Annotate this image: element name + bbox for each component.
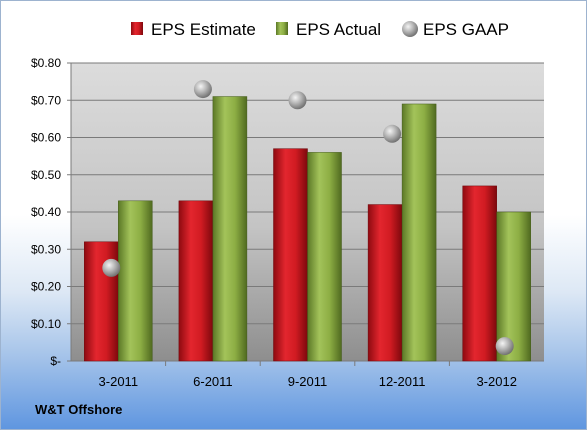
legend-swatch [402, 21, 418, 37]
marker-eps-gaap [288, 91, 307, 110]
y-tick-label: $0.20 [31, 280, 61, 294]
y-tick-label: $0.60 [31, 131, 61, 145]
bar-eps-actual [496, 211, 531, 362]
bar-eps-actual [212, 96, 248, 362]
legend-label: EPS Estimate [151, 20, 256, 39]
company-name: W&T Offshore [35, 402, 123, 417]
bar-eps-estimate [462, 185, 497, 362]
y-tick-label: $0.80 [31, 56, 61, 70]
x-tick-label: 3-2011 [99, 374, 139, 389]
x-tick-label: 12-2011 [379, 374, 426, 389]
y-tick-label: $0.10 [31, 317, 61, 331]
legend: EPS Estimate EPS Actual EPS GAAP [131, 20, 509, 39]
bar-eps-estimate [273, 148, 308, 362]
y-tick-label: $0.30 [31, 242, 61, 256]
y-tick-label: $0.40 [31, 205, 61, 219]
legend-label: EPS Actual [296, 20, 381, 39]
marker-eps-gaap [102, 258, 121, 277]
bar-eps-estimate [367, 204, 403, 362]
bar-eps-estimate [178, 200, 214, 362]
y-tick-label: $- [50, 354, 61, 368]
legend-label: EPS GAAP [423, 20, 509, 39]
bar-eps-actual [401, 103, 437, 362]
x-tick-label: 9-2011 [288, 374, 328, 389]
marker-eps-gaap [495, 337, 514, 356]
x-tick-label: 3-2012 [476, 374, 516, 389]
legend-swatch [131, 22, 143, 35]
y-tick-label: $0.70 [31, 93, 61, 107]
legend-swatch [276, 22, 288, 35]
y-tick-label: $0.50 [31, 168, 61, 182]
plot-area: $- $0.10 $0.20 $0.30 $0.40 $0.50 $0.60 $0.70 $0.… [31, 56, 544, 389]
marker-eps-gaap [193, 80, 212, 99]
marker-eps-gaap [383, 124, 402, 143]
bar-eps-actual [118, 200, 153, 362]
x-tick-label: 6-2011 [193, 374, 233, 389]
bar-eps-actual [307, 152, 342, 362]
